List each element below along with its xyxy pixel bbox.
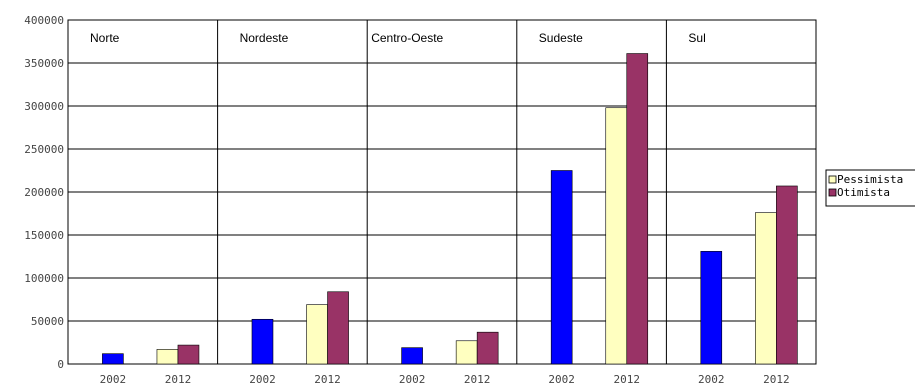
bar-sul-2012-otimista [776,186,797,364]
legend-label-otimista: Otimista [837,186,890,199]
legend-swatch-pessimista [829,176,836,183]
bar-centro-oeste-2002 [402,348,423,364]
y-tick-label: 200000 [24,186,64,199]
y-tick-label: 250000 [24,143,64,156]
bar-centro-oeste-2012-pessimista [456,341,477,364]
bar-norte-2002 [102,354,123,364]
x-tick-label: 2012 [614,373,641,383]
region-label-norte: Norte [90,31,120,45]
region-label-sul: Sul [688,31,705,45]
legend-label-pessimista: Pessimista [837,173,903,186]
x-tick-label: 2002 [399,373,426,383]
region-label-sudeste: Sudeste [539,31,583,45]
bar-nordeste-2002 [252,319,273,364]
bar-norte-2012-otimista [178,345,199,364]
x-tick-label: 2012 [314,373,341,383]
y-tick-label: 150000 [24,229,64,242]
region-label-nordeste: Nordeste [240,31,289,45]
bar-sudeste-2012-otimista [627,54,648,364]
y-tick-label: 50000 [31,315,64,328]
y-tick-label: 0 [57,358,64,371]
y-tick-label: 400000 [24,14,64,27]
bar-sudeste-2002 [551,171,572,365]
bar-nordeste-2012-otimista [328,292,349,364]
x-tick-label: 2002 [249,373,276,383]
y-tick-label: 100000 [24,272,64,285]
legend-swatch-otimista [829,189,836,196]
y-tick-label: 350000 [24,57,64,70]
bar-sudeste-2012-pessimista [606,108,627,364]
y-tick-label: 300000 [24,100,64,113]
x-tick-label: 2012 [464,373,491,383]
bar-centro-oeste-2012-otimista [477,332,498,364]
bar-sul-2002 [701,251,722,364]
region-label-centro-oeste: Centro-Oeste [371,31,443,45]
bar-norte-2012-pessimista [157,349,178,364]
x-tick-label: 2012 [165,373,192,383]
x-tick-label: 2012 [763,373,790,383]
x-tick-label: 2002 [548,373,575,383]
bar-sul-2012-pessimista [755,213,776,364]
bar-nordeste-2012-pessimista [307,305,328,364]
x-tick-label: 2002 [698,373,725,383]
x-tick-label: 2002 [100,373,127,383]
